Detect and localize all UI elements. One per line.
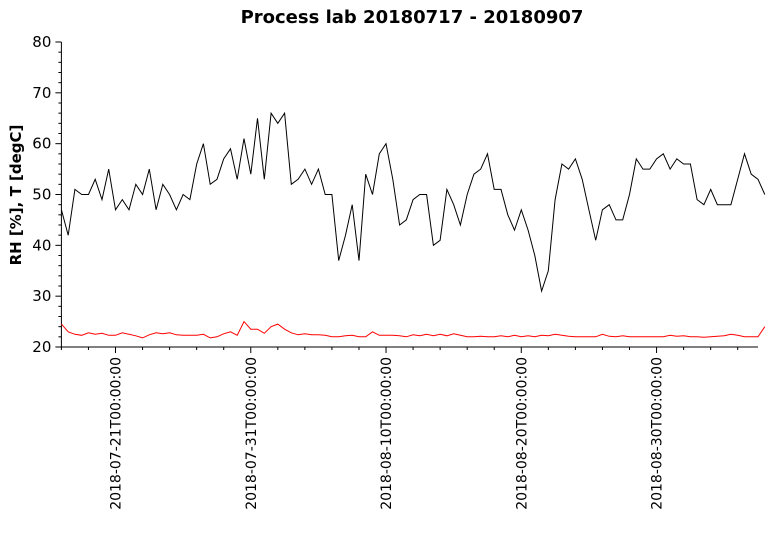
x-tick-label: 2018-07-21T00:00:00 bbox=[109, 357, 125, 510]
series-group bbox=[60, 111, 766, 339]
x-tick-label: 2018-08-30T00:00:00 bbox=[650, 357, 666, 510]
series-line-t bbox=[61, 320, 766, 339]
y-tick-label: 70 bbox=[32, 84, 51, 102]
y-tick-label: 80 bbox=[32, 33, 51, 51]
x-tick-label: 2018-08-20T00:00:00 bbox=[514, 357, 530, 510]
y-tick-label: 20 bbox=[32, 338, 51, 356]
y-tick-label: 50 bbox=[32, 186, 51, 204]
y-tick-label: 40 bbox=[32, 236, 51, 254]
y-axis-label: RH [%], T [degC] bbox=[7, 125, 25, 266]
axes: 20 30 40 50 60 70 80 2018-07-21T00:00:00 2018-07… bbox=[32, 33, 758, 510]
series-line-rh bbox=[60, 111, 766, 294]
y-tick-label: 60 bbox=[32, 135, 51, 153]
x-tick-label: 2018-08-10T00:00:00 bbox=[379, 357, 395, 510]
y-tick-label: 30 bbox=[32, 287, 51, 305]
x-tick-label: 2018-07-31T00:00:00 bbox=[244, 357, 260, 510]
chart-title: Process lab 20180717 - 20180907 bbox=[241, 7, 584, 28]
